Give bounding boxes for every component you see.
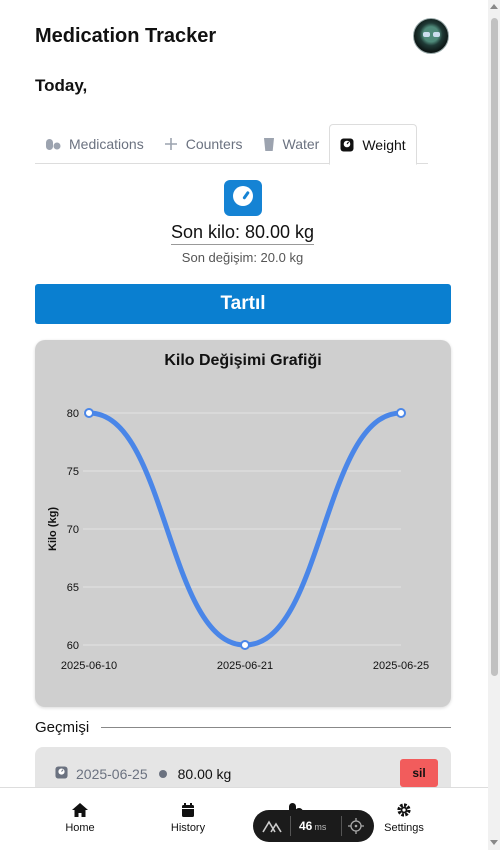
x-tick-label: 2025-06-21 bbox=[217, 660, 273, 672]
glass-icon bbox=[263, 137, 275, 152]
scroll-up-arrow[interactable] bbox=[490, 4, 498, 9]
divider bbox=[101, 726, 451, 728]
history-title: Geçmişi bbox=[35, 718, 90, 736]
history-value: 80.00 kg bbox=[177, 766, 232, 782]
scrollbar[interactable] bbox=[488, 0, 500, 850]
tab-bar: Medications Counters Water Weight bbox=[35, 124, 428, 165]
perf-indicator[interactable]: 46 ms bbox=[253, 810, 374, 842]
nav-label: Home bbox=[65, 822, 95, 834]
y-tick-label: 75 bbox=[67, 466, 79, 478]
weigh-button[interactable]: Tartıl bbox=[35, 284, 451, 324]
nav-label: History bbox=[170, 822, 206, 834]
tab-counters[interactable]: Counters bbox=[154, 124, 253, 164]
history-item-row: 2025-06-25 80.00 kg bbox=[55, 766, 231, 782]
home-icon bbox=[40, 802, 120, 820]
data-point bbox=[240, 640, 250, 650]
history-header: Geçmişi bbox=[35, 718, 451, 736]
nav-settings[interactable]: Settings bbox=[364, 802, 444, 834]
y-axis-label: Kilo (kg) bbox=[47, 507, 59, 551]
tab-water[interactable]: Water bbox=[253, 124, 330, 164]
tab-label: Weight bbox=[362, 136, 406, 153]
bottom-nav: Home History Settings bbox=[0, 787, 488, 850]
calendar-icon bbox=[148, 802, 228, 820]
pills-icon bbox=[45, 137, 61, 151]
bullet-dot bbox=[158, 770, 167, 778]
avatar[interactable] bbox=[413, 18, 449, 54]
tab-label: Water bbox=[282, 136, 320, 152]
scale-icon bbox=[55, 766, 68, 782]
chart-title: Kilo Değişimi Grafiği bbox=[164, 352, 322, 369]
logo-icon bbox=[262, 819, 282, 838]
app-title: Medication Tracker bbox=[35, 25, 217, 47]
scroll-down-arrow[interactable] bbox=[490, 840, 498, 845]
nav-label: Settings bbox=[384, 822, 424, 834]
weight-chart: 60 65 70 75 80 Kilo (kg) 2025-06-10 2025-06-21 2… bbox=[47, 408, 429, 672]
header: Medication Tracker bbox=[35, 18, 488, 64]
x-tick-label: 2025-06-10 bbox=[61, 660, 117, 672]
weight-chart-card: Kilo Değişimi Grafiği 60 65 70 75 80 Kilo (kg… bbox=[35, 340, 451, 707]
tab-medications[interactable]: Medications bbox=[35, 124, 154, 164]
plus-icon bbox=[164, 137, 178, 151]
y-tick-label: 80 bbox=[67, 408, 79, 420]
data-point bbox=[396, 408, 406, 418]
tab-weight[interactable]: Weight bbox=[329, 124, 417, 165]
tab-label: Medications bbox=[69, 136, 144, 152]
y-tick-label: 65 bbox=[67, 582, 79, 594]
last-weight-text: Son kilo: 80.00 kg bbox=[0, 222, 485, 245]
today-heading: Today, bbox=[35, 76, 88, 95]
delete-button[interactable]: sil bbox=[400, 759, 438, 787]
gear-icon bbox=[364, 802, 444, 820]
perf-value: 46 ms bbox=[299, 819, 327, 833]
data-point bbox=[84, 408, 94, 418]
scroll-thumb[interactable] bbox=[491, 18, 498, 676]
app-screen: Medication Tracker Today, Medications Co… bbox=[0, 18, 488, 850]
nav-history[interactable]: History bbox=[148, 802, 228, 834]
tab-label: Counters bbox=[185, 136, 243, 152]
weight-scale-icon bbox=[224, 180, 262, 216]
nav-home[interactable]: Home bbox=[40, 802, 120, 834]
y-tick-label: 60 bbox=[67, 640, 79, 652]
history-date: 2025-06-25 bbox=[76, 766, 148, 782]
crosshair-icon[interactable] bbox=[348, 818, 364, 839]
last-change-text: Son değişim: 20.0 kg bbox=[181, 250, 304, 265]
scale-icon bbox=[340, 138, 354, 152]
y-tick-label: 70 bbox=[67, 524, 79, 536]
x-tick-label: 2025-06-25 bbox=[373, 660, 429, 672]
